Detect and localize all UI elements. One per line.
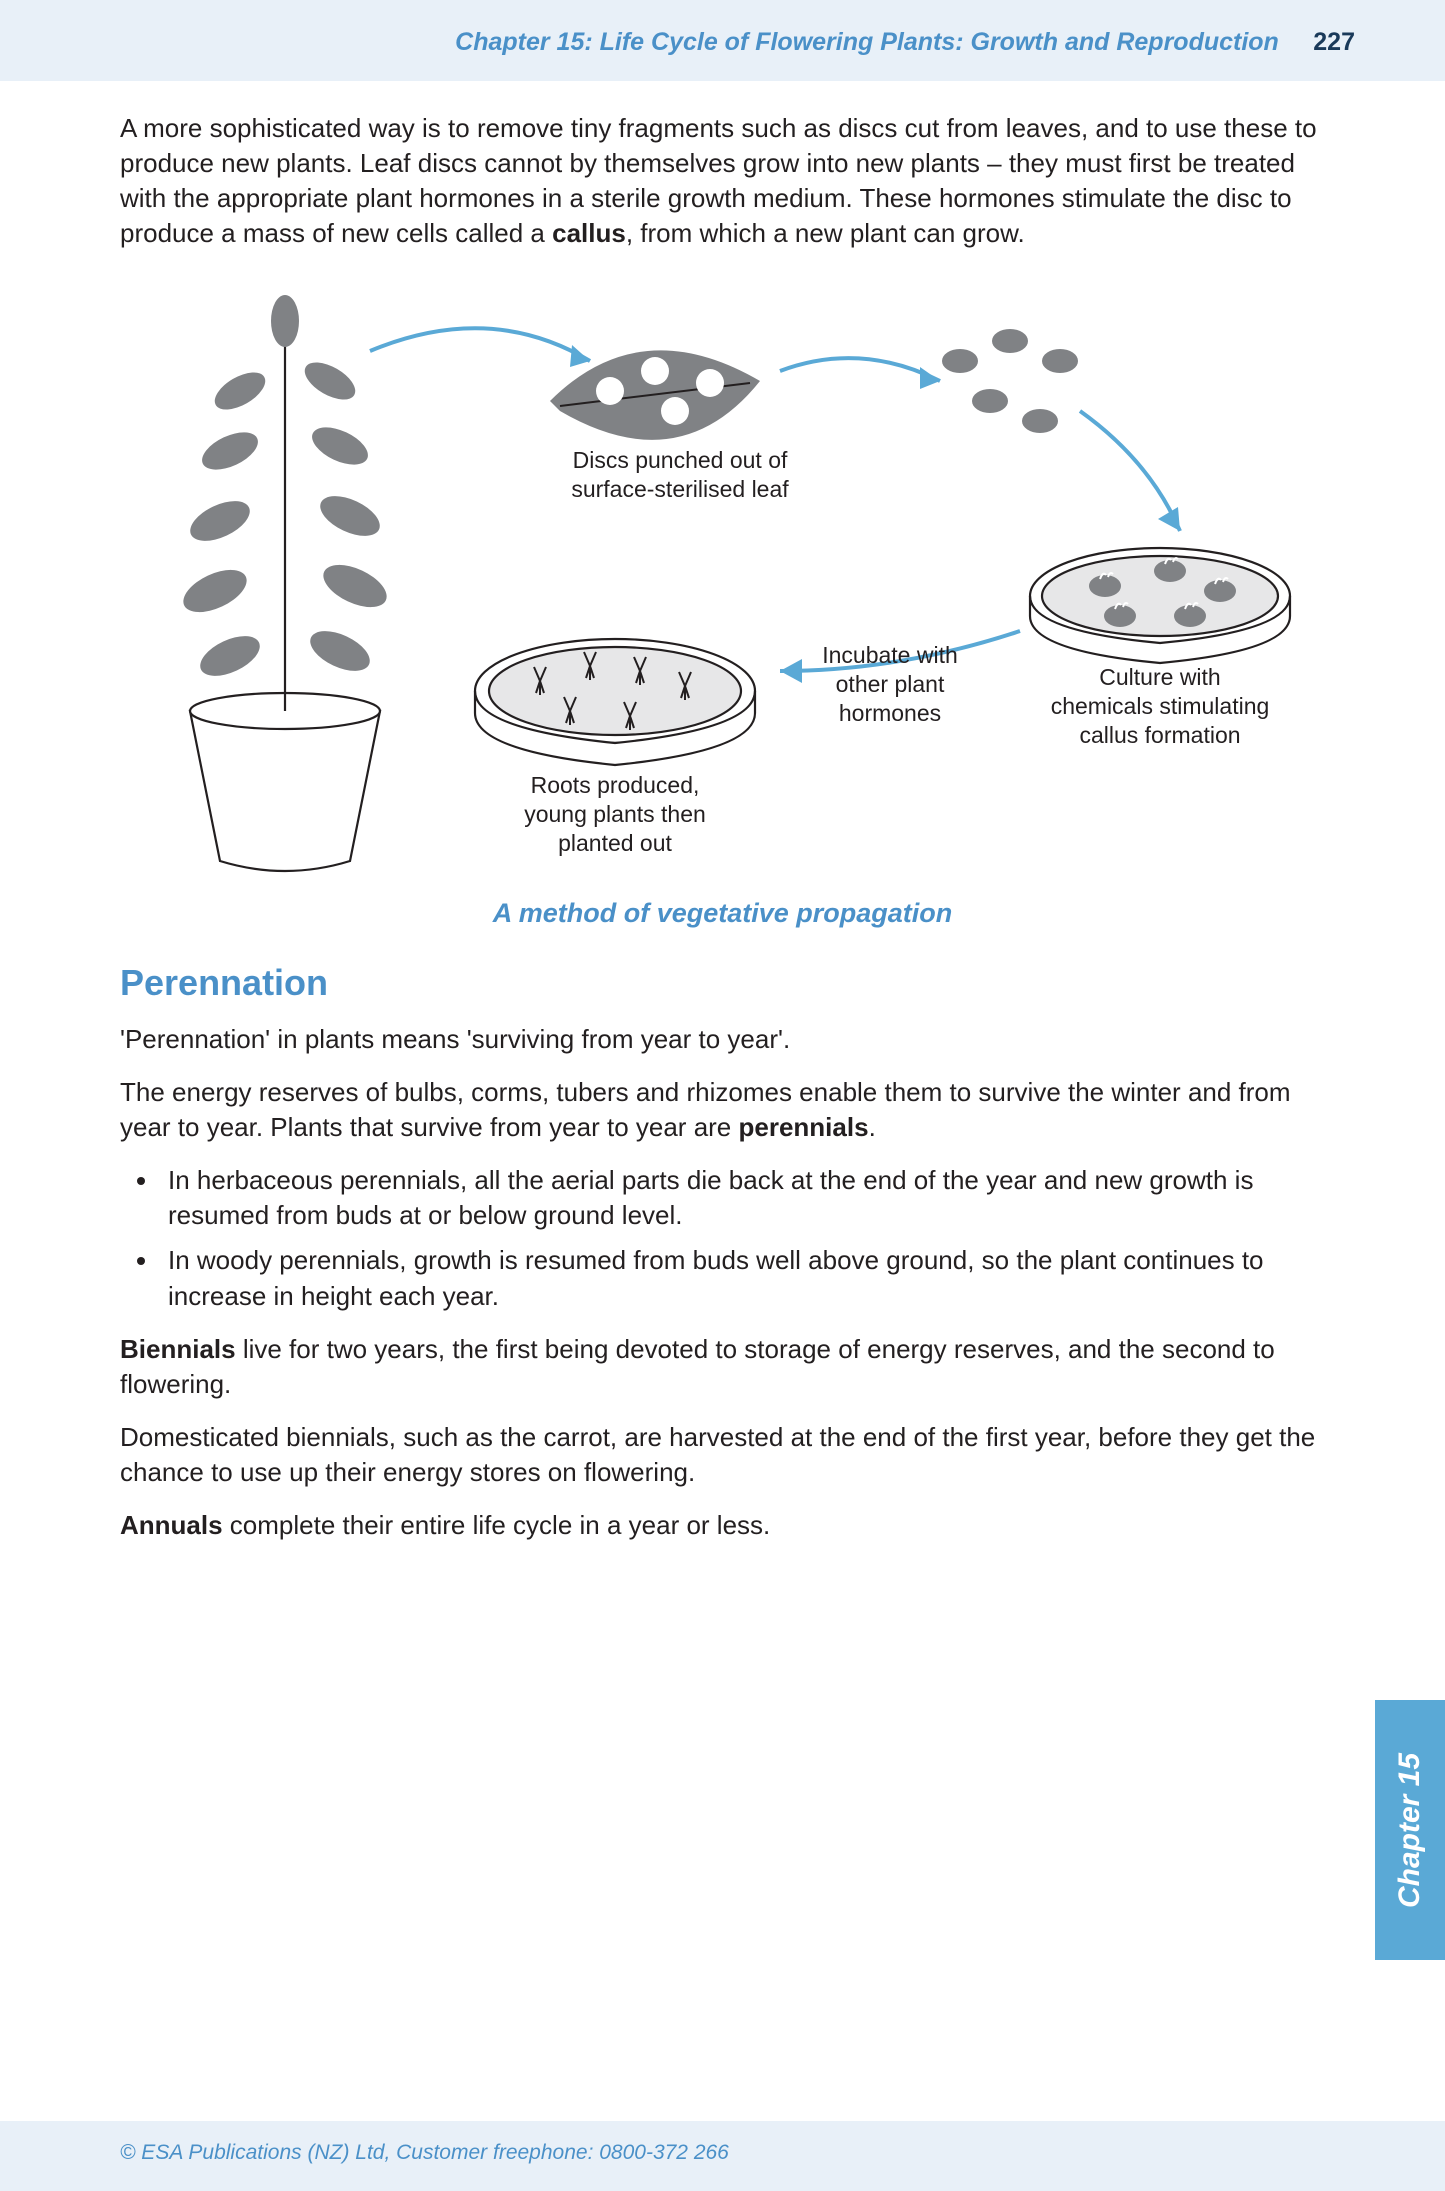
leaf-discs-icon	[550, 351, 760, 440]
petri-dish-culture-icon	[1030, 548, 1290, 663]
domesticated-biennials-para: Domesticated biennials, such as the carr…	[120, 1420, 1325, 1490]
page-footer: © ESA Publications (NZ) Ltd, Customer fr…	[0, 2121, 1445, 2191]
p5-text: complete their entire life cycle in a ye…	[223, 1510, 771, 1540]
caption-incubate: Incubate withother planthormones	[800, 641, 980, 727]
intro-text-2: , from which a new plant can grow.	[626, 218, 1025, 248]
p3-text: live for two years, the first being devo…	[120, 1334, 1275, 1399]
chapter-tab: Chapter 15	[1375, 1700, 1445, 1960]
caption-culture: Culture withchemicals stimulatingcallus …	[1040, 663, 1280, 749]
perennials-list: In herbaceous perennials, all the aerial…	[160, 1163, 1325, 1313]
p2-text-before: The energy reserves of bulbs, corms, tub…	[120, 1077, 1291, 1142]
list-item: In woody perennials, growth is resumed f…	[160, 1243, 1325, 1313]
page-content: A more sophisticated way is to remove ti…	[0, 81, 1445, 1601]
petri-dish-roots-icon	[475, 639, 755, 765]
intro-paragraph: A more sophisticated way is to remove ti…	[120, 111, 1325, 251]
diagram-title: A method of vegetative propagation	[120, 895, 1325, 931]
list-item: In herbaceous perennials, all the aerial…	[160, 1163, 1325, 1233]
propagation-diagram: Discs punched out ofsurface-sterilised l…	[120, 271, 1325, 931]
section-heading-perennation: Perennation	[120, 959, 1325, 1008]
biennials-para: Biennials live for two years, the first …	[120, 1332, 1325, 1402]
page-number: 227	[1313, 28, 1355, 56]
caption-roots: Roots produced,young plants thenplanted …	[500, 771, 730, 857]
caption-leaf-discs: Discs punched out ofsurface-sterilised l…	[550, 446, 810, 504]
term-perennials: perennials	[739, 1112, 869, 1142]
potted-plant-icon	[177, 295, 393, 871]
perennation-p1: 'Perennation' in plants means 'surviving…	[120, 1022, 1325, 1057]
term-annuals: Annuals	[120, 1510, 223, 1540]
term-callus: callus	[552, 218, 626, 248]
chapter-title: Chapter 15: Life Cycle of Flowering Plan…	[455, 28, 1279, 56]
p2-text-after: .	[869, 1112, 876, 1142]
perennation-p2: The energy reserves of bulbs, corms, tub…	[120, 1075, 1325, 1145]
page-header: Chapter 15: Life Cycle of Flowering Plan…	[0, 0, 1445, 81]
free-discs-icon	[942, 329, 1078, 433]
annuals-para: Annuals complete their entire life cycle…	[120, 1508, 1325, 1543]
term-biennials: Biennials	[120, 1334, 236, 1364]
